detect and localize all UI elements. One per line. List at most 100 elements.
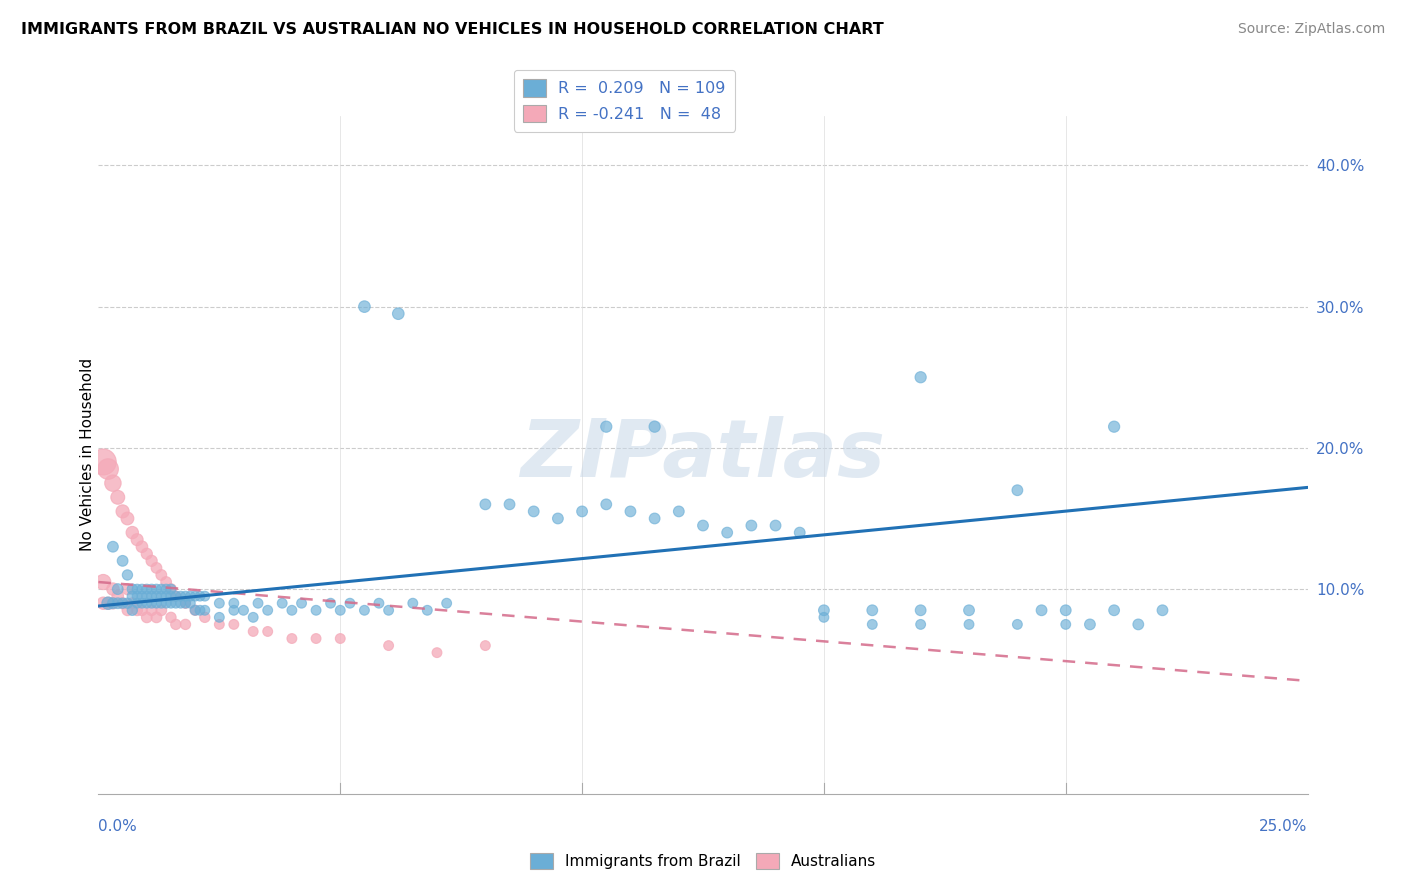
- Point: [813, 603, 835, 617]
- Point: [179, 589, 201, 603]
- Point: [184, 603, 207, 617]
- Point: [97, 462, 120, 476]
- Point: [145, 582, 167, 596]
- Point: [416, 603, 439, 617]
- Point: [141, 596, 163, 610]
- Point: [208, 617, 231, 632]
- Point: [107, 491, 129, 505]
- Point: [256, 603, 278, 617]
- Text: IMMIGRANTS FROM BRAZIL VS AUSTRALIAN NO VEHICLES IN HOUSEHOLD CORRELATION CHART: IMMIGRANTS FROM BRAZIL VS AUSTRALIAN NO …: [21, 22, 884, 37]
- Point: [174, 589, 197, 603]
- Point: [174, 617, 197, 632]
- Point: [188, 589, 211, 603]
- Point: [91, 596, 114, 610]
- Point: [281, 632, 304, 646]
- Point: [910, 617, 932, 632]
- Point: [150, 582, 173, 596]
- Point: [131, 603, 153, 617]
- Point: [179, 596, 201, 610]
- Point: [188, 603, 211, 617]
- Point: [910, 370, 932, 384]
- Point: [107, 589, 129, 603]
- Point: [141, 582, 163, 596]
- Point: [194, 589, 217, 603]
- Point: [368, 596, 391, 610]
- Point: [127, 582, 149, 596]
- Point: [329, 632, 352, 646]
- Point: [426, 646, 449, 660]
- Point: [281, 603, 304, 617]
- Point: [910, 603, 932, 617]
- Point: [145, 610, 167, 624]
- Point: [101, 596, 124, 610]
- Point: [174, 596, 197, 610]
- Point: [160, 582, 183, 596]
- Point: [141, 603, 163, 617]
- Point: [101, 582, 124, 596]
- Point: [498, 497, 520, 511]
- Point: [1102, 603, 1125, 617]
- Point: [150, 596, 173, 610]
- Point: [644, 511, 666, 525]
- Point: [740, 518, 762, 533]
- Point: [101, 596, 124, 610]
- Point: [1078, 617, 1101, 632]
- Point: [474, 497, 496, 511]
- Text: 0.0%: 0.0%: [98, 819, 138, 834]
- Text: Source: ZipAtlas.com: Source: ZipAtlas.com: [1237, 22, 1385, 37]
- Point: [194, 603, 217, 617]
- Point: [523, 504, 546, 518]
- Point: [860, 617, 883, 632]
- Point: [135, 610, 157, 624]
- Point: [222, 596, 245, 610]
- Point: [117, 596, 139, 610]
- Point: [117, 603, 139, 617]
- Point: [97, 596, 120, 610]
- Point: [595, 419, 617, 434]
- Point: [131, 589, 153, 603]
- Point: [290, 596, 312, 610]
- Point: [107, 582, 129, 596]
- Point: [619, 504, 641, 518]
- Point: [169, 589, 191, 603]
- Point: [1054, 617, 1077, 632]
- Point: [145, 561, 167, 575]
- Legend: Immigrants from Brazil, Australians: Immigrants from Brazil, Australians: [523, 847, 883, 875]
- Point: [353, 300, 375, 314]
- Point: [716, 525, 738, 540]
- Point: [644, 419, 666, 434]
- Point: [474, 639, 496, 653]
- Point: [194, 610, 217, 624]
- Point: [174, 596, 197, 610]
- Point: [117, 511, 139, 525]
- Point: [1054, 603, 1077, 617]
- Point: [319, 596, 342, 610]
- Point: [1102, 419, 1125, 434]
- Point: [353, 603, 375, 617]
- Point: [860, 603, 883, 617]
- Point: [377, 603, 399, 617]
- Point: [150, 603, 173, 617]
- Point: [1007, 483, 1029, 498]
- Point: [692, 518, 714, 533]
- Point: [127, 589, 149, 603]
- Point: [91, 455, 114, 469]
- Point: [247, 596, 270, 610]
- Point: [1007, 617, 1029, 632]
- Point: [121, 582, 143, 596]
- Point: [184, 589, 207, 603]
- Point: [160, 582, 183, 596]
- Y-axis label: No Vehicles in Household: No Vehicles in Household: [80, 359, 94, 551]
- Legend: R =  0.209   N = 109, R = -0.241   N =  48: R = 0.209 N = 109, R = -0.241 N = 48: [513, 70, 735, 132]
- Point: [107, 596, 129, 610]
- Point: [165, 589, 187, 603]
- Point: [184, 603, 207, 617]
- Point: [97, 596, 120, 610]
- Point: [1031, 603, 1053, 617]
- Point: [813, 610, 835, 624]
- Point: [271, 596, 294, 610]
- Point: [957, 617, 980, 632]
- Text: ZIPatlas: ZIPatlas: [520, 416, 886, 494]
- Point: [150, 568, 173, 582]
- Point: [121, 525, 143, 540]
